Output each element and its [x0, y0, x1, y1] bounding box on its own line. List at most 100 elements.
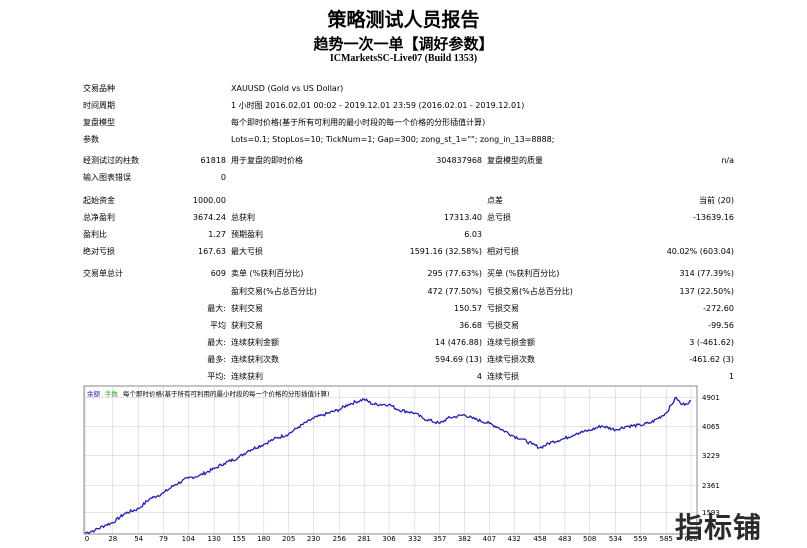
x-tick-label: 54 [134, 535, 143, 543]
plot-frame [83, 385, 698, 535]
x-tick-label: 306 [382, 535, 396, 543]
maximal-drawdown-label: 最大亏损 [231, 247, 263, 256]
most-consecutive-profit-value: 594.69 (13) [435, 355, 482, 364]
params-value: Lots=0.1; StopLos=10; TickNum=1; Gap=300… [231, 135, 555, 144]
params-label: 参数 [83, 135, 99, 144]
report-title: 策略测试人员报告 [327, 9, 480, 31]
x-tick-label: 230 [307, 535, 320, 543]
total-trades-label: 交易单总计 [83, 269, 123, 278]
x-tick-label: 155 [232, 535, 245, 543]
long-positions-label: 买单 (%获利百分比) [487, 269, 560, 278]
gross-loss-value: -13639.16 [692, 213, 734, 222]
report-subtitle: 趋势一次一单【调好参数】 [313, 35, 494, 53]
x-tick-label: 180 [257, 535, 270, 543]
x-tick-label: 382 [458, 535, 471, 543]
legend-model: 每个即时价格(基于所有可利用的最小时段的每一个价格的分形插值计算) [123, 389, 330, 398]
legend-balance-swatch [87, 389, 95, 395]
max-consecutive-losses-value: 3 (-461.62) [689, 338, 734, 347]
period-label: 时间周期 [83, 101, 115, 110]
max-consecutive-losses-label: 连续亏损金额 [487, 338, 535, 347]
period-value: 1 小时图 2016.02.01 00:02 - 2019.12.01 23:5… [231, 101, 525, 110]
average-profit-label: 获利交易 [231, 321, 263, 330]
x-tick-label: 585 [660, 535, 673, 543]
average-consecutive-wins-label: 连续获利 [231, 372, 263, 381]
profit-factor-label: 盈利比 [83, 230, 107, 239]
most-consecutive-profit-label: 连续获利次数 [231, 355, 279, 364]
avg-prefix: 平均: [207, 372, 226, 381]
relative-drawdown-label: 相对亏损 [487, 247, 519, 256]
balance-series-line [84, 396, 692, 535]
most-consecutive-loss-label: 连续亏损次数 [487, 355, 535, 364]
short-positions-label: 卖单 (%获利百分比) [231, 269, 304, 278]
profit-factor-value: 1.27 [208, 230, 226, 239]
largest-loss-value: -272.60 [703, 304, 734, 313]
total-trades-value: 609 [210, 269, 226, 278]
loss-trades-value: 137 (22.50%) [679, 287, 734, 296]
x-tick-label: 281 [357, 535, 370, 543]
symbol-label: 交易品种 [83, 84, 115, 93]
legend-lots: 手数 [105, 389, 119, 398]
gross-profit-value: 17313.40 [443, 213, 482, 222]
most-consecutive-loss-value: -461.62 (3) [689, 355, 734, 364]
quality-label: 复盘模型的质量 [487, 156, 543, 165]
x-tick-label: 0 [85, 535, 89, 543]
expected-payoff-label: 预期盈利 [231, 230, 263, 239]
ticks-value: 304837968 [436, 156, 482, 165]
x-tick-label: 130 [207, 535, 220, 543]
largest-profit-label: 获利交易 [231, 304, 263, 313]
model-value: 每个即时价格(基于所有可利用的最小时段的每一个价格的分形插值计算) [231, 118, 486, 127]
profit-trades-label: 盈利交易(%占总百分比) [231, 287, 317, 296]
y-tick-label: 3229 [702, 452, 720, 460]
x-tick-label: 432 [508, 535, 521, 543]
x-tick-label: 534 [609, 535, 623, 543]
balance-chart: 0 28 54 79 104 130 155 180 205 230 256 281 306 332 357… [83, 385, 720, 543]
x-tick-label: 256 [333, 535, 347, 543]
model-label: 复盘模型 [83, 118, 115, 127]
watermark-logo: 指标铺 [675, 511, 763, 544]
average-loss-label: 亏损交易 [487, 321, 519, 330]
spread-label: 点差 [487, 196, 503, 205]
x-tick-label: 559 [634, 535, 647, 543]
short-positions-value: 295 (77.63%) [427, 269, 482, 278]
x-tick-label: 28 [108, 535, 117, 543]
y-tick-label: 1593 [702, 509, 720, 517]
expected-payoff-value: 6.03 [464, 230, 482, 239]
average-profit-value: 36.68 [459, 321, 482, 330]
net-profit-value: 3674.24 [192, 213, 226, 222]
errors-value: 0 [220, 173, 226, 182]
largest-prefix: 最大: [207, 304, 226, 313]
deposit-label: 起始资金 [83, 196, 115, 205]
gross-profit-label: 总获利 [231, 213, 255, 222]
largest-loss-label: 亏损交易 [487, 304, 519, 313]
x-tick-label: 205 [282, 535, 295, 543]
average-loss-value: -99.56 [708, 321, 734, 330]
ticks-label: 用于复盘的即时价格 [231, 156, 303, 165]
most-prefix: 最多: [207, 355, 226, 364]
x-tick-label: 332 [408, 535, 421, 543]
grid [84, 387, 699, 536]
y-tick-label: 4065 [702, 423, 720, 431]
server-build: ICMarketsSC-Live07 (Build 1353) [329, 53, 478, 64]
average-consecutive-losses-value: 1 [728, 372, 734, 381]
symbol-value: XAUUSD (Gold vs US Dollar) [231, 84, 344, 93]
x-tick-label: 357 [433, 535, 446, 543]
legend-balance: 余额 [87, 389, 101, 398]
x-tick-label: 79 [159, 535, 168, 543]
spread-value: 当前 (20) [699, 196, 734, 205]
x-tick-label: 483 [558, 535, 571, 543]
maximal-drawdown-value: 1591.16 (32.58%) [409, 247, 482, 256]
largest-profit-value: 150.57 [454, 304, 482, 313]
average-consecutive-wins-value: 4 [476, 372, 482, 381]
x-tick-label: 458 [533, 535, 546, 543]
quality-value: n/a [721, 156, 734, 165]
gross-loss-label: 总亏损 [487, 213, 511, 222]
y-tick-label: 2361 [702, 482, 720, 490]
deposit-value: 1000.00 [192, 196, 226, 205]
y-tick-label: 4901 [702, 394, 720, 402]
errors-label: 输入图表错误 [83, 173, 131, 182]
average-prefix: 平均 [210, 321, 226, 330]
x-tick-label: 508 [583, 535, 596, 543]
max-prefix: 最大: [207, 338, 226, 347]
x-tick-label: 104 [182, 535, 196, 543]
x-tick-label: 610 [684, 535, 697, 543]
